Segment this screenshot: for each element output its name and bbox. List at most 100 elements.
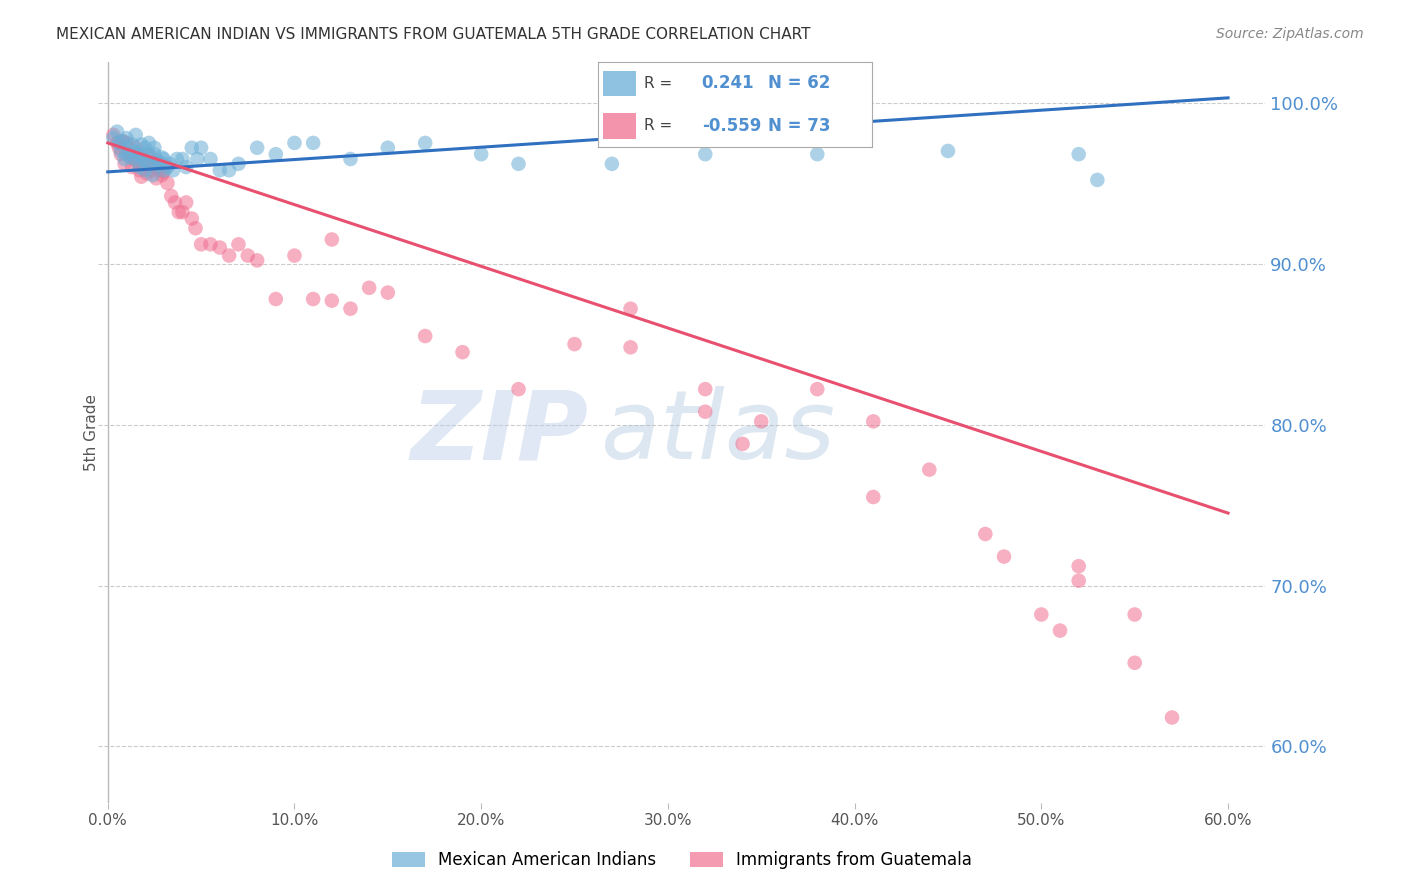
Point	[508, 157, 530, 171]
Point	[180, 211, 202, 226]
Bar	[603, 113, 636, 139]
Point	[142, 168, 165, 182]
Point	[128, 160, 150, 174]
Point	[862, 490, 884, 504]
Point	[146, 155, 169, 169]
Point	[103, 128, 125, 142]
Point	[283, 249, 305, 263]
Point	[218, 249, 240, 263]
Point	[134, 158, 156, 172]
Point	[125, 128, 148, 142]
Point	[163, 195, 186, 210]
Point	[149, 155, 172, 169]
Point	[139, 163, 162, 178]
Point	[974, 527, 997, 541]
Point	[110, 144, 132, 158]
Point	[149, 163, 172, 178]
Point	[174, 160, 197, 174]
Point	[695, 382, 717, 396]
Point	[208, 163, 231, 178]
Point	[413, 329, 436, 343]
Point	[321, 293, 343, 308]
Point	[139, 157, 162, 171]
Text: 0.241: 0.241	[702, 74, 755, 92]
Point	[131, 147, 153, 161]
Point	[142, 155, 165, 169]
Point	[339, 301, 361, 316]
Point	[321, 232, 343, 246]
Point	[695, 405, 717, 419]
Legend: Mexican American Indians, Immigrants from Guatemala: Mexican American Indians, Immigrants fro…	[385, 845, 979, 876]
Point	[167, 205, 190, 219]
Point	[143, 141, 166, 155]
Point	[246, 253, 269, 268]
Point	[1123, 607, 1146, 622]
Point	[218, 163, 240, 178]
Point	[190, 237, 212, 252]
Point	[1067, 574, 1090, 588]
Text: N = 73: N = 73	[768, 117, 830, 135]
Point	[128, 163, 150, 178]
Point	[1067, 559, 1090, 574]
Point	[145, 171, 167, 186]
Point	[122, 152, 145, 166]
Point	[121, 137, 143, 152]
Point	[508, 382, 530, 396]
Point	[264, 292, 287, 306]
Point	[143, 160, 166, 174]
Point	[1067, 147, 1090, 161]
Point	[117, 141, 139, 155]
Point	[228, 157, 250, 171]
Point	[564, 337, 586, 351]
Point	[302, 136, 325, 150]
Point	[146, 158, 169, 172]
Point	[152, 165, 174, 179]
Text: R =: R =	[644, 118, 672, 133]
Point	[117, 147, 139, 161]
Point	[136, 166, 159, 180]
Point	[190, 141, 212, 155]
Point	[1161, 710, 1184, 724]
Point	[184, 221, 207, 235]
Point	[862, 414, 884, 428]
Point	[111, 134, 134, 148]
Point	[806, 147, 828, 161]
Text: MEXICAN AMERICAN INDIAN VS IMMIGRANTS FROM GUATEMALA 5TH GRADE CORRELATION CHART: MEXICAN AMERICAN INDIAN VS IMMIGRANTS FR…	[56, 27, 811, 42]
Point	[172, 152, 194, 166]
Point	[131, 169, 153, 184]
Point	[132, 152, 155, 166]
Point	[115, 131, 138, 145]
Point	[1049, 624, 1071, 638]
Point	[200, 237, 222, 252]
Point	[115, 147, 138, 161]
Point	[172, 205, 194, 219]
Point	[103, 131, 125, 145]
Point	[695, 147, 717, 161]
Point	[208, 240, 231, 254]
Point	[125, 141, 148, 155]
Point	[132, 157, 155, 171]
Point	[111, 134, 134, 148]
Bar	[603, 71, 636, 96]
Point	[134, 141, 156, 155]
Point	[1123, 656, 1146, 670]
Point	[114, 152, 136, 166]
Point	[619, 301, 641, 316]
Point	[1031, 607, 1053, 622]
Point	[120, 150, 142, 164]
Point	[470, 147, 492, 161]
Point	[156, 160, 179, 174]
Point	[264, 147, 287, 161]
Text: R =: R =	[644, 76, 672, 91]
Text: ZIP: ZIP	[411, 386, 589, 479]
Point	[451, 345, 474, 359]
Point	[377, 285, 399, 300]
Point	[134, 163, 156, 178]
Point	[806, 382, 828, 396]
Point	[152, 152, 174, 166]
Point	[150, 150, 173, 164]
Point	[125, 152, 148, 166]
Point	[105, 136, 128, 150]
Point	[108, 141, 131, 155]
Text: Source: ZipAtlas.com: Source: ZipAtlas.com	[1216, 27, 1364, 41]
